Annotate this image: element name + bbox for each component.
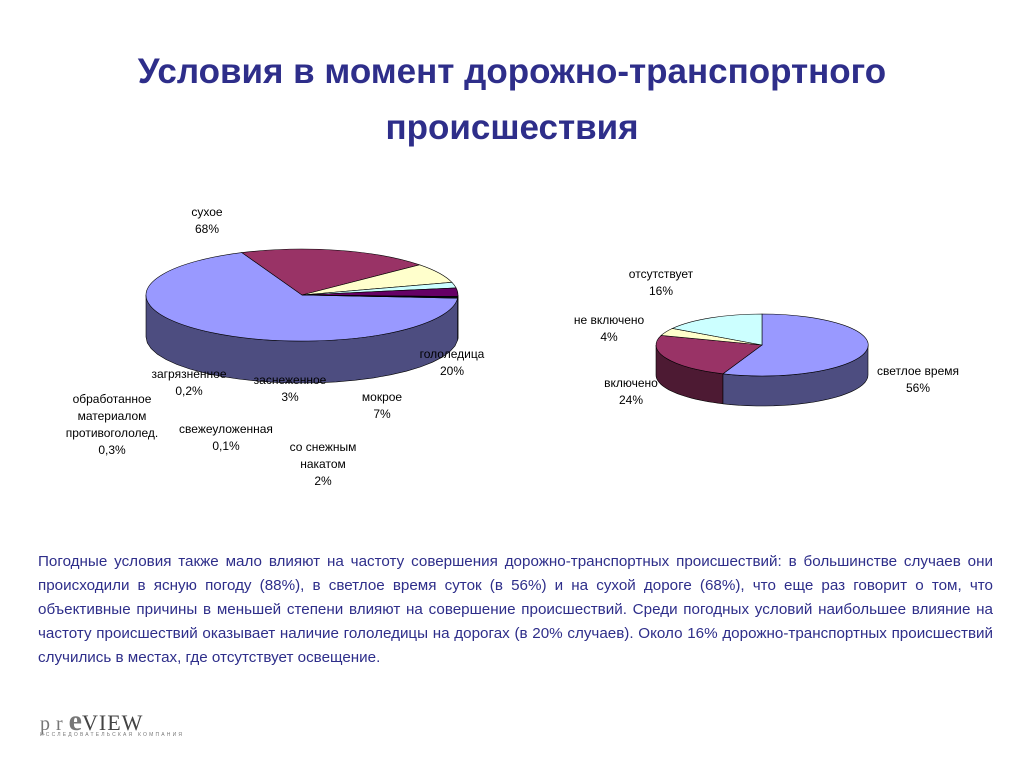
label-snowy: заснеженное 3% <box>254 373 327 404</box>
label-dry: сухое 68% <box>191 205 223 236</box>
pie-slice-светлое-время <box>722 313 869 377</box>
label-lights-off: не включено 4% <box>574 313 645 344</box>
company-logo: preVIEW ИССЛЕДОВАТЕЛЬСКАЯ КОМПАНИЯ <box>38 700 198 744</box>
description-paragraph: Погодные условия также мало влияют на ча… <box>38 553 993 666</box>
pie-slice-гололедица <box>241 248 421 296</box>
pie-slice-обработанное-материалом-противогололед <box>301 294 459 299</box>
label-treated: обработанное материалом противогололед. 0,3… <box>66 392 159 457</box>
label-snow-packed: со снежным накатом 2% <box>290 440 357 488</box>
road-condition-labels: сухое 68% гололедица 20% мокрое 7%со снежным н… <box>66 205 485 488</box>
pie-slice-сухое <box>145 252 458 342</box>
lighting-labels: светлое время 56% включено 24% не включено 4%… <box>574 267 959 407</box>
logo-subtitle: ИССЛЕДОВАТЕЛЬСКАЯ КОМПАНИЯ <box>40 732 185 738</box>
label-fresh-asphalt: свежеуложенная 0,1% <box>179 422 273 453</box>
road-condition-pie <box>145 248 459 384</box>
label-no-lights: отсутствует 16% <box>629 267 694 298</box>
logo-wordmark: preVIEW <box>40 704 144 737</box>
label-dirty: загрязненное 0,2% <box>152 367 227 398</box>
label-daylight: светлое время 56% <box>877 364 959 395</box>
page-title: Условия в момент дорожно-транспортного п… <box>137 52 887 147</box>
lighting-pie <box>655 313 869 407</box>
label-wet: мокрое 7% <box>362 390 403 421</box>
pie-slice-отсутствует <box>671 313 763 346</box>
pie-slice-включено <box>655 335 763 375</box>
label-ice: гололедица 20% <box>420 347 485 378</box>
label-lights-on: включено 24% <box>604 376 658 407</box>
